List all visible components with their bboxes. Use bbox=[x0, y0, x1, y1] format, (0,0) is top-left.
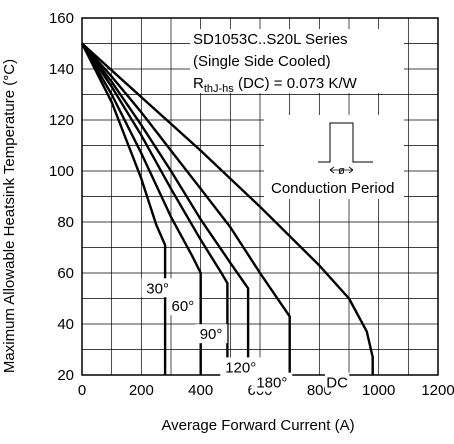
rth-main: R bbox=[193, 75, 204, 92]
conduction-inset: ø Conduction Period bbox=[264, 115, 404, 199]
curve-labels: 30°60° 90°120°180° DC bbox=[141, 278, 350, 392]
inset-background bbox=[264, 115, 404, 199]
series-line bbox=[80, 42, 167, 375]
curve-label-background bbox=[166, 296, 200, 316]
tick-labels: 0200400600800100012002040608010012014016… bbox=[49, 10, 454, 399]
rth-subscript: thJ-hs bbox=[204, 83, 234, 95]
x-tick-label: 1200 bbox=[421, 382, 454, 399]
y-tick-label: 140 bbox=[49, 61, 74, 78]
x-tick-label: 200 bbox=[129, 382, 154, 399]
x-axis-title: Average Forward Current (A) bbox=[161, 417, 354, 434]
y-tick-label: 80 bbox=[57, 214, 74, 231]
y-tick-label: 20 bbox=[57, 367, 74, 384]
y-tick-label: 40 bbox=[57, 316, 74, 333]
series-line bbox=[81, 42, 250, 375]
x-tick-label: 1000 bbox=[362, 382, 395, 399]
curve-label-background bbox=[251, 372, 293, 392]
period-arrow bbox=[329, 166, 354, 174]
series-layer bbox=[80, 42, 374, 375]
rth-rest: (DC) = 0.073 K/W bbox=[234, 75, 358, 92]
curve-label: 120° bbox=[225, 359, 256, 376]
series-line bbox=[81, 42, 291, 375]
thermal-resistance-label: RthJ-hs (DC) = 0.073 K/W bbox=[193, 75, 358, 95]
x-tick-label: 0 bbox=[78, 382, 86, 399]
conduction-waveform bbox=[318, 122, 373, 163]
y-tick-label: 120 bbox=[49, 112, 74, 129]
annotation-background bbox=[190, 29, 404, 93]
curve-label: 90° bbox=[200, 326, 223, 343]
curve-label-background bbox=[141, 278, 174, 298]
y-axis-title: Maximum Allowable Heatsink Temperature (… bbox=[1, 59, 18, 373]
series-line bbox=[81, 42, 229, 375]
conduction-period-label: Conduction Period bbox=[271, 180, 394, 197]
title-line-2: (Single Side Cooled) bbox=[193, 53, 331, 70]
curve-label: 60° bbox=[172, 298, 195, 315]
curve-label: 180° bbox=[256, 375, 287, 392]
curve-label: DC bbox=[326, 375, 348, 392]
series-line bbox=[81, 42, 374, 375]
x-tick-label: 400 bbox=[188, 382, 213, 399]
curve-label-background bbox=[220, 357, 262, 377]
title-line-1: SD1053C..S20L Series bbox=[193, 31, 348, 48]
curve-label-background bbox=[324, 372, 350, 392]
y-tick-label: 160 bbox=[49, 10, 74, 27]
phase-symbol: ø bbox=[338, 165, 345, 177]
curve-label: 30° bbox=[146, 280, 169, 297]
y-tick-label: 60 bbox=[57, 265, 74, 282]
curve-label-background bbox=[194, 324, 228, 344]
series-line bbox=[80, 42, 202, 375]
y-tick-label: 100 bbox=[49, 163, 74, 180]
